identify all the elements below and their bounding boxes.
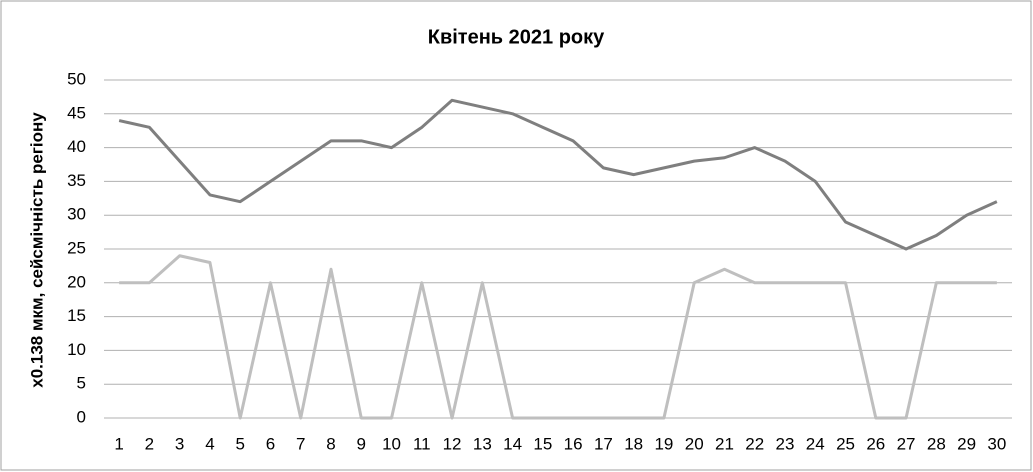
- x-tick-label: 12: [443, 434, 462, 453]
- series-line: [118, 98, 998, 251]
- y-tick-label: 10: [67, 340, 86, 359]
- y-tick-label: 30: [67, 205, 86, 224]
- x-tick-label: 1: [114, 434, 123, 453]
- x-tick-label: 27: [897, 434, 916, 453]
- y-tick-label: 40: [67, 137, 86, 156]
- y-tick-label: 50: [67, 69, 86, 88]
- x-tick-label: 16: [564, 434, 583, 453]
- x-tick-label: 30: [987, 434, 1006, 453]
- x-tick-label: 24: [806, 434, 825, 453]
- chart-title: Квітень 2021 року: [428, 26, 605, 48]
- y-tick-label: 35: [67, 171, 86, 190]
- x-tick-label: 5: [235, 434, 244, 453]
- y-tick-label: 5: [77, 374, 86, 393]
- x-tick-label: 3: [175, 434, 184, 453]
- x-tick-label: 18: [624, 434, 643, 453]
- y-axis-label: x0.138 мкм, сейсмічність регіону: [27, 112, 46, 388]
- x-tick-label: 23: [776, 434, 795, 453]
- x-tick-label: 17: [594, 434, 613, 453]
- x-tick-label: 21: [715, 434, 734, 453]
- x-tick-label: 19: [654, 434, 673, 453]
- x-tick-label: 25: [836, 434, 855, 453]
- x-tick-label: 29: [957, 434, 976, 453]
- x-tick-label: 8: [326, 434, 335, 453]
- series-line: [119, 254, 997, 420]
- x-tick-label: 11: [413, 434, 431, 453]
- x-tick-label: 13: [473, 434, 492, 453]
- x-tick-label: 22: [745, 434, 764, 453]
- x-tick-label: 9: [357, 434, 366, 453]
- x-tick-label: 10: [382, 434, 401, 453]
- x-tick-label: 15: [533, 434, 552, 453]
- x-tick-label: 28: [927, 434, 946, 453]
- x-tick-label: 14: [503, 434, 522, 453]
- y-tick-label: 15: [67, 306, 86, 325]
- y-tick-label: 45: [67, 103, 86, 122]
- x-tick-label: 2: [145, 434, 154, 453]
- y-tick-label: 0: [77, 407, 86, 426]
- y-tick-label: 25: [67, 238, 86, 257]
- x-tick-label: 4: [205, 434, 214, 453]
- x-tick-label: 7: [296, 434, 305, 453]
- y-tick-label: 20: [67, 272, 86, 291]
- x-tick-label: 6: [266, 434, 275, 453]
- x-tick-label: 20: [685, 434, 704, 453]
- x-tick-label: 26: [866, 434, 885, 453]
